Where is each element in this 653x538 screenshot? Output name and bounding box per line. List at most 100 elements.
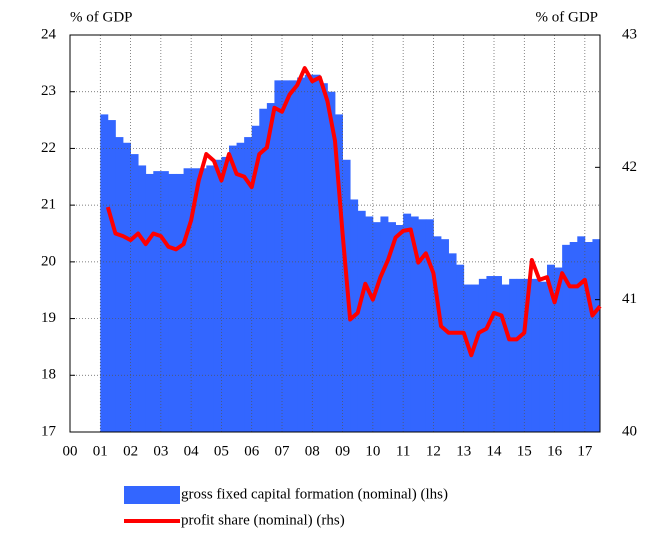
area-step — [592, 239, 601, 432]
x-tick-label: 07 — [275, 443, 291, 459]
x-tick-label: 09 — [335, 443, 350, 459]
plot-frame — [69, 34, 601, 433]
area-step — [115, 137, 124, 433]
area-step — [569, 242, 578, 432]
x-tick-label: 14 — [487, 443, 503, 459]
area-step — [463, 284, 472, 432]
area-step — [130, 154, 139, 432]
line — [105, 66, 602, 358]
area-step — [584, 242, 593, 432]
area-step — [251, 125, 260, 432]
area-step — [395, 224, 404, 432]
y-tick-label: 18 — [41, 367, 56, 383]
area-step — [516, 278, 525, 432]
area-step — [531, 278, 540, 432]
area-step — [388, 222, 396, 432]
area-step — [410, 216, 419, 432]
y2-tick-label: 43 — [622, 26, 637, 42]
area-step — [282, 80, 290, 432]
area-step — [577, 236, 586, 432]
area-step — [478, 278, 487, 432]
area-step — [138, 165, 147, 432]
x-tick-label: 10 — [365, 443, 380, 459]
area-step — [456, 264, 465, 432]
y-tick-label: 21 — [41, 197, 56, 213]
area-step — [176, 173, 184, 432]
area-step — [494, 276, 502, 432]
x-tick-label: 12 — [426, 443, 441, 459]
y-tick-label: 20 — [41, 253, 56, 269]
area-step — [319, 83, 328, 432]
x-tick-label: 15 — [517, 443, 532, 459]
area-step — [335, 114, 343, 433]
area-step — [221, 156, 230, 432]
area-step — [425, 219, 434, 432]
area-step — [547, 264, 555, 432]
area-step — [229, 145, 237, 433]
y-tick-label: 19 — [41, 310, 56, 326]
area-step — [304, 74, 313, 432]
legend-label: gross fixed capital formation (nominal) … — [181, 486, 448, 502]
area-step — [206, 165, 215, 432]
area-step — [153, 171, 162, 432]
x-tick-label: 04 — [184, 443, 200, 459]
y-tick-label: 23 — [41, 83, 56, 99]
x-tick-label: 16 — [547, 443, 563, 459]
legend-label: profit share (nominal) (rhs) — [181, 512, 345, 528]
area-step — [554, 267, 563, 432]
legend-swatch — [124, 486, 180, 504]
area-step — [183, 168, 192, 432]
area-step — [213, 159, 222, 432]
area-step — [372, 222, 381, 432]
x-tick-label: 17 — [577, 443, 593, 459]
area-step — [441, 239, 449, 432]
x-tick-label: 13 — [456, 443, 471, 459]
y-tick-label: 22 — [41, 140, 56, 156]
area-step — [107, 120, 116, 433]
area-step — [123, 142, 131, 432]
y2-tick-label: 40 — [622, 423, 637, 439]
y-tick-label: 24 — [41, 26, 57, 42]
area-step — [448, 253, 457, 432]
area-step — [501, 284, 510, 432]
x-tick-label: 00 — [63, 443, 78, 459]
area-step — [168, 173, 177, 432]
area-step — [433, 236, 442, 432]
area-step — [145, 173, 154, 432]
area-step — [266, 103, 275, 433]
area-step — [100, 114, 109, 433]
area-step — [191, 168, 200, 432]
area-step — [524, 278, 533, 432]
x-tick-label: 11 — [396, 443, 410, 459]
area-step — [312, 74, 321, 432]
area-step — [236, 142, 245, 432]
y2-tick-label: 41 — [622, 291, 637, 307]
area-step — [403, 213, 412, 432]
area-step — [289, 80, 298, 432]
y2-axis-label: % of GDP — [536, 9, 599, 25]
area-step — [509, 278, 518, 432]
x-tick-label: 01 — [93, 443, 108, 459]
area-step — [380, 216, 389, 432]
area-step — [357, 210, 366, 432]
area-step — [471, 284, 480, 432]
x-tick-label: 08 — [305, 443, 320, 459]
area-step — [365, 216, 374, 432]
x-tick-label: 05 — [214, 443, 229, 459]
area-step — [259, 108, 268, 432]
area-step — [486, 276, 495, 432]
y-axis-label: % of GDP — [70, 9, 133, 25]
y2-tick-label: 42 — [622, 159, 637, 175]
area-step — [244, 137, 253, 433]
area-step — [539, 281, 548, 432]
x-tick-label: 02 — [123, 443, 138, 459]
area-step — [418, 219, 427, 432]
area-step — [160, 171, 169, 432]
x-tick-label: 06 — [244, 443, 260, 459]
y-tick-label: 17 — [41, 423, 57, 439]
x-tick-label: 03 — [153, 443, 168, 459]
area-step — [297, 77, 306, 433]
area-step — [274, 80, 283, 432]
area-step — [562, 244, 571, 432]
